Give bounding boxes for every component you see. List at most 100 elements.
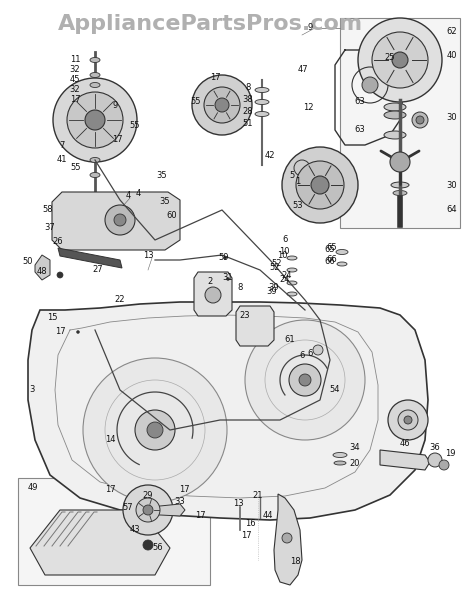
- Ellipse shape: [335, 250, 347, 254]
- Text: 44: 44: [262, 511, 273, 520]
- Circle shape: [204, 87, 239, 123]
- Circle shape: [214, 98, 229, 112]
- Text: 52: 52: [269, 263, 280, 272]
- Text: AppliancePartsPros.com: AppliancePartsPros.com: [57, 14, 362, 34]
- Ellipse shape: [90, 92, 100, 97]
- Ellipse shape: [392, 191, 406, 196]
- Text: 55: 55: [70, 163, 81, 172]
- Circle shape: [295, 161, 343, 209]
- Circle shape: [403, 416, 411, 424]
- Circle shape: [438, 460, 448, 470]
- Text: 65: 65: [326, 244, 337, 253]
- Text: 8: 8: [237, 283, 242, 292]
- Text: 65: 65: [324, 245, 335, 254]
- Circle shape: [415, 116, 423, 124]
- Text: 10: 10: [278, 247, 288, 257]
- Ellipse shape: [383, 111, 405, 119]
- Ellipse shape: [383, 131, 405, 139]
- Polygon shape: [379, 450, 429, 470]
- Text: 36: 36: [429, 443, 439, 452]
- Text: 62: 62: [446, 28, 457, 37]
- Text: 54: 54: [329, 385, 339, 395]
- Circle shape: [136, 498, 160, 522]
- Text: 56: 56: [152, 544, 163, 553]
- Text: 15: 15: [47, 313, 57, 323]
- Text: 2: 2: [207, 277, 212, 286]
- Text: 39: 39: [266, 287, 277, 296]
- Circle shape: [226, 277, 229, 280]
- Circle shape: [288, 364, 320, 396]
- Circle shape: [143, 505, 153, 515]
- Text: 22: 22: [114, 295, 125, 304]
- Ellipse shape: [287, 256, 296, 260]
- Text: 19: 19: [444, 449, 454, 457]
- Circle shape: [53, 78, 137, 162]
- Ellipse shape: [90, 82, 100, 88]
- Text: 32: 32: [69, 85, 80, 94]
- Text: 40: 40: [446, 52, 456, 61]
- Text: 49: 49: [28, 482, 38, 491]
- Circle shape: [85, 110, 105, 130]
- Text: 17: 17: [194, 511, 205, 520]
- Ellipse shape: [336, 262, 346, 266]
- Text: 58: 58: [43, 205, 53, 214]
- Circle shape: [123, 485, 173, 535]
- Text: 7: 7: [59, 140, 64, 149]
- Circle shape: [76, 331, 79, 334]
- Text: 60: 60: [166, 211, 177, 220]
- Circle shape: [313, 345, 322, 355]
- Circle shape: [192, 75, 251, 135]
- Text: 25: 25: [384, 53, 394, 62]
- Circle shape: [143, 540, 153, 550]
- Text: 55: 55: [190, 97, 201, 107]
- Text: 27: 27: [93, 265, 103, 275]
- Text: 61: 61: [284, 335, 294, 344]
- Text: 24: 24: [281, 271, 292, 280]
- Ellipse shape: [287, 292, 296, 296]
- Circle shape: [223, 257, 226, 259]
- Polygon shape: [35, 255, 50, 280]
- Ellipse shape: [90, 73, 100, 77]
- Ellipse shape: [90, 173, 100, 178]
- Text: 17: 17: [69, 95, 80, 104]
- Polygon shape: [28, 302, 427, 520]
- Circle shape: [427, 453, 441, 467]
- Circle shape: [57, 272, 63, 278]
- Circle shape: [83, 358, 226, 502]
- Text: 66: 66: [326, 256, 337, 265]
- Circle shape: [387, 400, 427, 440]
- Text: 35: 35: [159, 197, 170, 206]
- Text: 34: 34: [349, 443, 360, 452]
- Text: 16: 16: [244, 520, 255, 529]
- Ellipse shape: [287, 268, 296, 272]
- Text: 17: 17: [240, 532, 251, 541]
- Text: 4: 4: [135, 190, 140, 199]
- Text: 17: 17: [105, 485, 115, 494]
- Text: 13: 13: [232, 499, 243, 509]
- Text: 6: 6: [282, 235, 287, 245]
- Polygon shape: [236, 306, 274, 346]
- Circle shape: [58, 274, 62, 277]
- Bar: [339, 18, 459, 228]
- Text: 51: 51: [242, 119, 253, 128]
- Text: 18: 18: [289, 557, 300, 566]
- Circle shape: [105, 205, 135, 235]
- Text: 26: 26: [53, 238, 63, 247]
- Bar: [18, 478, 210, 585]
- Circle shape: [310, 176, 328, 194]
- Text: 20: 20: [349, 460, 359, 469]
- Ellipse shape: [332, 452, 346, 457]
- Ellipse shape: [255, 88, 269, 92]
- Text: 5: 5: [289, 170, 294, 179]
- Text: 42: 42: [264, 151, 275, 160]
- Ellipse shape: [90, 58, 100, 62]
- Circle shape: [361, 77, 377, 93]
- Text: 3: 3: [29, 385, 35, 395]
- Text: 29: 29: [143, 491, 153, 499]
- Circle shape: [67, 92, 123, 148]
- Circle shape: [357, 18, 441, 102]
- Text: 23: 23: [239, 311, 250, 319]
- Circle shape: [371, 32, 427, 88]
- Text: 52: 52: [271, 259, 282, 269]
- Circle shape: [205, 287, 220, 303]
